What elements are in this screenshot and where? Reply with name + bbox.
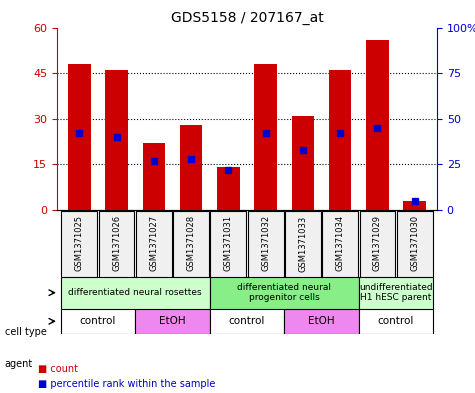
FancyBboxPatch shape [99, 211, 134, 277]
Bar [105, 70, 128, 210]
Text: differentiated neural rosettes: differentiated neural rosettes [68, 288, 202, 297]
Bar [68, 64, 91, 210]
FancyBboxPatch shape [322, 211, 358, 277]
FancyBboxPatch shape [61, 211, 97, 277]
FancyBboxPatch shape [285, 211, 321, 277]
Text: GSM1371027: GSM1371027 [149, 215, 158, 272]
Bar [403, 201, 426, 210]
Text: GSM1371030: GSM1371030 [410, 215, 419, 272]
FancyBboxPatch shape [210, 277, 359, 309]
Text: ■ percentile rank within the sample: ■ percentile rank within the sample [38, 379, 215, 389]
Text: control: control [80, 316, 116, 326]
Text: GSM1371034: GSM1371034 [336, 215, 345, 272]
Bar [217, 167, 239, 210]
FancyBboxPatch shape [61, 309, 135, 334]
FancyBboxPatch shape [210, 211, 246, 277]
Bar [255, 64, 277, 210]
Text: GSM1371031: GSM1371031 [224, 215, 233, 272]
FancyBboxPatch shape [210, 309, 284, 334]
Text: undifferentiated
H1 hESC parent: undifferentiated H1 hESC parent [359, 283, 433, 302]
FancyBboxPatch shape [173, 211, 209, 277]
Text: GSM1371026: GSM1371026 [112, 215, 121, 272]
Text: differentiated neural
progenitor cells: differentiated neural progenitor cells [237, 283, 331, 302]
Bar [292, 116, 314, 210]
FancyBboxPatch shape [359, 277, 433, 309]
FancyBboxPatch shape [360, 211, 395, 277]
FancyBboxPatch shape [248, 211, 284, 277]
Text: control: control [229, 316, 265, 326]
Text: GSM1371029: GSM1371029 [373, 215, 382, 272]
Title: GDS5158 / 207167_at: GDS5158 / 207167_at [171, 11, 323, 25]
FancyBboxPatch shape [135, 309, 210, 334]
FancyBboxPatch shape [61, 277, 210, 309]
Text: cell type: cell type [5, 327, 47, 337]
Text: GSM1371033: GSM1371033 [298, 215, 307, 272]
Text: GSM1371025: GSM1371025 [75, 215, 84, 272]
Bar [329, 70, 352, 210]
Text: EtOH: EtOH [308, 316, 335, 326]
Bar [366, 40, 389, 210]
FancyBboxPatch shape [359, 309, 433, 334]
Text: control: control [378, 316, 414, 326]
FancyBboxPatch shape [397, 211, 433, 277]
Bar [180, 125, 202, 210]
Text: GSM1371032: GSM1371032 [261, 215, 270, 272]
Text: ■ count: ■ count [38, 364, 78, 374]
FancyBboxPatch shape [284, 309, 359, 334]
FancyBboxPatch shape [136, 211, 172, 277]
Bar [142, 143, 165, 210]
Text: GSM1371028: GSM1371028 [187, 215, 196, 272]
Text: agent: agent [5, 358, 33, 369]
Text: EtOH: EtOH [159, 316, 186, 326]
